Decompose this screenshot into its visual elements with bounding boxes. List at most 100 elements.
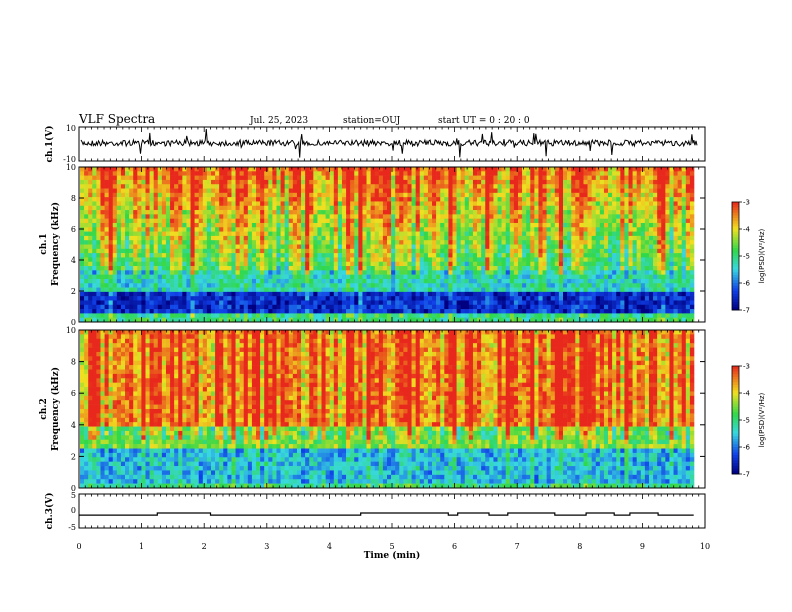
spectrogram-cell: [464, 278, 470, 284]
spectrogram-cell: [415, 175, 421, 181]
spectrogram-cell: [370, 261, 376, 267]
spectrogram-cell: [321, 218, 326, 224]
spectrogram-cell: [452, 197, 457, 202]
spectrogram-cell: [669, 197, 674, 202]
spectrogram-cell: [456, 218, 461, 224]
spectrogram-cell: [84, 192, 89, 198]
spectrogram-cell: [427, 253, 433, 258]
spectrogram-cell: [689, 175, 695, 181]
spectrogram-cell: [231, 240, 236, 245]
spectrogram-cell: [620, 291, 625, 297]
spectrogram-cell: [636, 270, 642, 275]
spectrogram-cell: [538, 266, 543, 271]
spectrogram-cell: [264, 201, 269, 207]
spectrogram-cell: [616, 179, 621, 185]
spectrogram-cell: [190, 214, 195, 219]
spectrogram-cell: [636, 274, 642, 280]
spectrogram-cell: [157, 283, 163, 288]
spectrogram-cell: [399, 201, 404, 207]
spectrogram-cell: [395, 304, 400, 310]
spectrogram-cell: [460, 167, 466, 172]
spectrogram-cell: [448, 235, 453, 241]
spectrogram-cell: [247, 253, 253, 258]
spectrogram-cell: [112, 253, 118, 258]
spectrogram-cell: [358, 179, 363, 185]
spectrogram-cell: [194, 205, 199, 211]
spectrogram-cell: [657, 184, 662, 189]
spectrogram-cell: [419, 218, 425, 224]
spectrogram-cell: [374, 300, 380, 306]
spectrogram-cell: [587, 210, 592, 215]
spectrogram-cell: [133, 205, 138, 211]
spectrogram-cell: [399, 266, 404, 271]
spectrogram-cell: [546, 171, 552, 176]
spectrogram-cell: [493, 184, 498, 189]
spectrogram-cell: [387, 257, 392, 263]
spectrogram-cell: [526, 283, 531, 288]
spectrogram-cell: [415, 235, 421, 241]
spectrogram-cell: [84, 244, 89, 250]
spectrogram-cell: [632, 167, 637, 172]
spectrogram-cell: [587, 248, 592, 254]
spectrogram-cell: [239, 184, 245, 189]
spectrogram-cell: [382, 218, 388, 224]
spectrogram-cell: [321, 283, 326, 288]
spectrogram-cell: [276, 257, 281, 263]
spectrogram-cell: [104, 184, 109, 189]
spectrogram-cell: [497, 266, 502, 271]
spectrogram-cell: [538, 244, 543, 250]
spectrogram-cell: [595, 240, 601, 245]
spectrogram-cell: [141, 227, 146, 232]
spectrogram-cell: [341, 253, 347, 258]
spectrogram-cell: [325, 231, 330, 237]
spectrogram-cell: [182, 171, 187, 176]
spectrogram-cell: [542, 287, 547, 293]
spectrogram-cell: [256, 283, 261, 288]
spectrogram-cell: [358, 266, 363, 271]
spectrogram-cell: [440, 171, 445, 176]
spectrogram-cell: [628, 261, 633, 267]
spectrogram-cell: [456, 214, 461, 219]
spectrogram-cell: [395, 248, 400, 254]
spectrogram-cell: [575, 300, 580, 306]
spectrogram-cell: [472, 240, 478, 245]
spectrogram-cell: [542, 283, 547, 288]
spectrogram-cell: [599, 266, 605, 271]
spectrogram-cell: [301, 201, 306, 207]
spectrogram-cell: [436, 274, 441, 280]
spectrogram-cell: [100, 175, 105, 181]
spectrogram-cell: [161, 287, 167, 293]
spectrogram-cell: [603, 184, 609, 189]
spectrogram-cell: [182, 201, 187, 207]
spectrogram-cell: [116, 197, 122, 202]
spectrogram-cell: [296, 240, 302, 245]
spectrogram-cell: [153, 300, 159, 306]
spectrogram-cell: [653, 240, 658, 245]
spectrogram-cell: [501, 270, 506, 275]
spectrogram-cell: [301, 278, 306, 284]
spectrogram-cell: [317, 171, 322, 176]
spectrogram-cell: [251, 296, 257, 301]
spectrogram-cell: [554, 274, 560, 280]
spectrogram-cell: [669, 184, 674, 189]
spectrogram-cell: [149, 240, 154, 245]
spectrogram-cell: [477, 201, 482, 207]
spectrogram-cell: [595, 257, 601, 263]
spectrogram-cell: [358, 175, 363, 181]
spectrogram-cell: [206, 287, 212, 293]
spectrogram-cell: [542, 240, 547, 245]
spectrogram-cell: [509, 210, 515, 215]
spectrogram-cell: [268, 240, 273, 245]
spectrogram-cell: [215, 214, 220, 219]
spectrogram-cell: [653, 192, 658, 198]
spectrogram-cell: [358, 291, 363, 297]
spectrogram-cell: [423, 235, 429, 241]
spectrogram-cell: [509, 214, 515, 219]
spectrogram-cell: [444, 240, 449, 245]
spectrogram-cell: [423, 300, 429, 306]
spectrogram-cell: [563, 283, 568, 288]
spectrogram-cell: [407, 231, 412, 237]
spectrogram-cell: [534, 300, 539, 306]
spectrogram-cell: [129, 278, 134, 284]
spectrogram-cell: [407, 300, 412, 306]
